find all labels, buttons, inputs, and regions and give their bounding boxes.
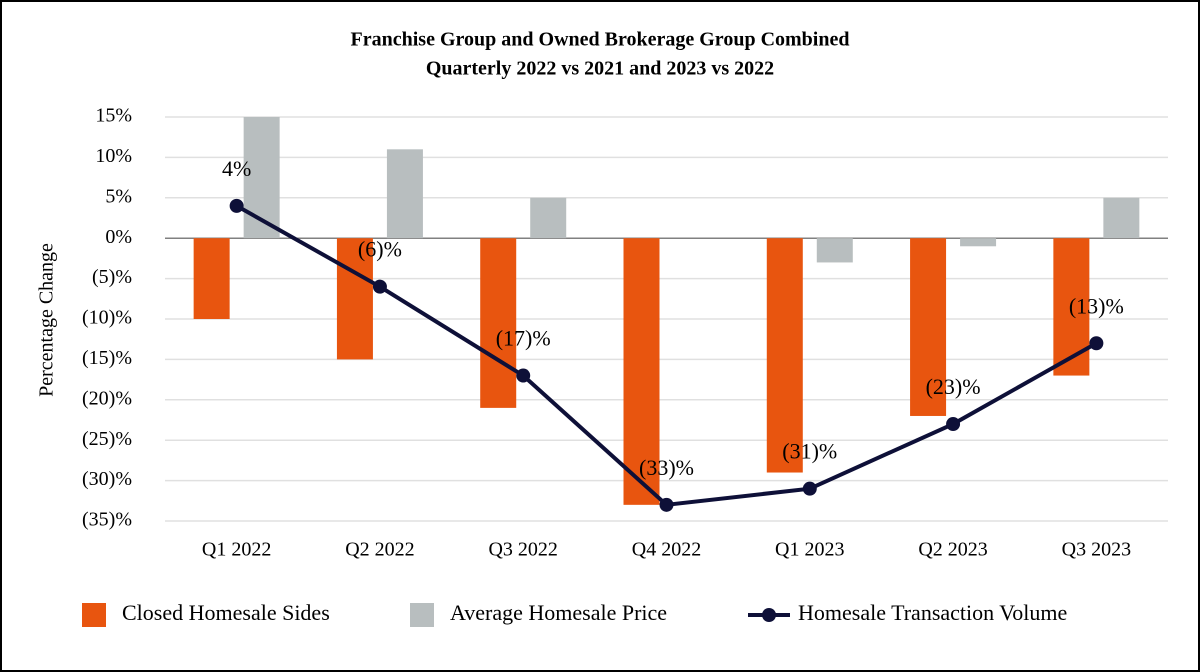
y-tick-label: (25)% [82, 428, 132, 450]
x-tick-label: Q2 2023 [918, 539, 987, 561]
y-tick-label: 10% [95, 145, 132, 167]
line-point [516, 368, 531, 383]
legend-label: Closed Homesale Sides [122, 600, 330, 625]
bar [530, 197, 567, 239]
data-label: (13)% [1069, 293, 1124, 318]
bar [623, 238, 660, 505]
legend-swatch [410, 603, 434, 627]
data-label: (17)% [496, 326, 551, 351]
y-tick-label: (15)% [82, 347, 132, 369]
x-tick-label: Q3 2022 [488, 539, 557, 561]
chart-title: Franchise Group and Owned Brokerage Grou… [351, 29, 850, 51]
data-label: 4% [222, 156, 251, 181]
x-tick-label: Q4 2022 [632, 539, 701, 561]
data-label: (31)% [782, 439, 837, 464]
bar [193, 238, 230, 319]
bar [480, 238, 517, 408]
legend-label: Average Homesale Price [450, 600, 667, 625]
line-point [229, 198, 244, 213]
line-point [372, 279, 387, 294]
line-point [802, 481, 817, 496]
x-tick-label: Q1 2022 [202, 539, 271, 561]
bar [386, 149, 423, 239]
line-point [946, 417, 961, 432]
y-tick-label: 5% [105, 185, 132, 207]
y-tick-label: 15% [95, 105, 132, 127]
legend-swatch [82, 603, 106, 627]
line-point [1089, 336, 1104, 351]
bar [960, 238, 997, 247]
legend-swatch [762, 608, 776, 622]
bar [1103, 197, 1140, 239]
bar [766, 238, 803, 473]
chart-subtitle: Quarterly 2022 vs 2021 and 2023 vs 2022 [426, 58, 774, 80]
y-axis-title: Percentage Change [36, 243, 58, 397]
bar [910, 238, 947, 416]
bar [816, 238, 853, 263]
data-label: (6)% [358, 237, 402, 262]
y-tick-label: (5)% [92, 266, 132, 288]
data-label: (33)% [639, 455, 694, 480]
bar [336, 238, 373, 360]
line-point [659, 497, 674, 512]
x-tick-label: Q3 2023 [1062, 539, 1131, 561]
y-tick-label: (30)% [82, 468, 132, 490]
legend-label: Homesale Transaction Volume [798, 600, 1067, 625]
y-tick-label: 0% [105, 226, 132, 248]
y-tick-label: (35)% [82, 509, 132, 531]
y-tick-label: (20)% [82, 387, 132, 409]
x-tick-label: Q1 2023 [775, 539, 844, 561]
data-label: (23)% [926, 374, 981, 399]
x-tick-label: Q2 2022 [345, 539, 414, 561]
y-tick-label: (10)% [82, 307, 132, 329]
